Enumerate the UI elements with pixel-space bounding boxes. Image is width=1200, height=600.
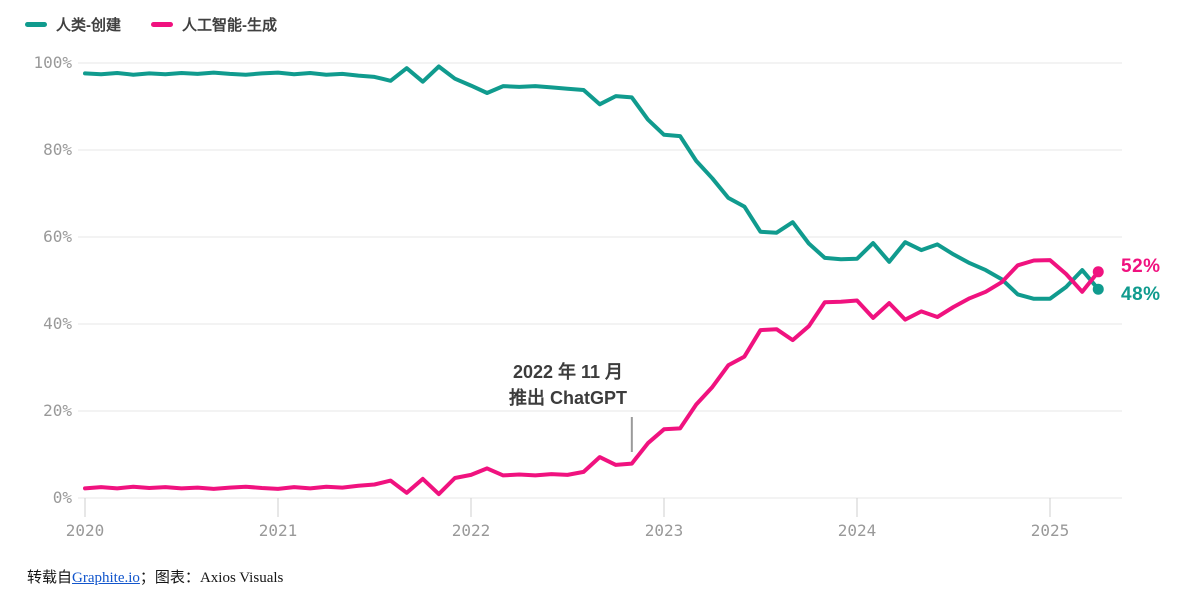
footer-separator: ；图表： [139, 570, 200, 586]
legend-item-human: 人类-创建 [25, 14, 121, 35]
footer-prefix: 转载自 [27, 570, 73, 586]
end-label-human: 48% [1121, 284, 1161, 305]
legend-label-ai: 人工智能-生成 [182, 17, 277, 34]
series-line-ai [83, 258, 1101, 497]
y-axis-label-80: 80% [43, 140, 72, 159]
legend-swatch-human-icon [25, 22, 47, 27]
x-axis-label-2025: 2025 [1031, 521, 1070, 540]
footer-source: Axios Visuals [199, 570, 284, 586]
y-axis-label-100: 100% [33, 53, 72, 72]
x-axis-label-2020: 2020 [66, 521, 105, 540]
y-axis-label-0: 0% [53, 488, 73, 507]
legend-label-human: 人类-创建 [56, 17, 121, 34]
x-axis-label-2023: 2023 [645, 521, 684, 540]
chatgpt-annotation-line2: 推出 ChatGPT [508, 388, 628, 408]
series-line-human [83, 64, 1101, 301]
chatgpt-annotation: 2022 年 11 月 推出 ChatGPT [509, 359, 627, 411]
legend-swatch-ai-icon [151, 22, 173, 27]
graphite-link[interactable]: Graphite.io [72, 570, 140, 586]
y-axis-label-20: 20% [43, 401, 72, 420]
x-axis-label-2021: 2021 [259, 521, 298, 540]
footer-credit: 转载自Graphite.io；图表：Axios Visuals [27, 566, 283, 587]
y-axis-label-60: 60% [43, 227, 72, 246]
x-axis-label-2024: 2024 [838, 521, 877, 540]
chart-svg: 0% 20% 40% 60% 80% 100% 2020 2021 2022 2023 2024 20… [33, 53, 1122, 540]
y-axis-label-40: 40% [43, 314, 72, 333]
legend: 人类-创建 人工智能-生成 [25, 14, 277, 35]
chatgpt-annotation-line1: 2022 年 11 月 [512, 362, 624, 382]
end-label-ai: 52% [1121, 256, 1161, 277]
end-dot-ai [1092, 266, 1104, 278]
legend-item-ai: 人工智能-生成 [151, 14, 277, 35]
end-dot-human [1092, 283, 1104, 295]
x-axis-label-2022: 2022 [452, 521, 491, 540]
